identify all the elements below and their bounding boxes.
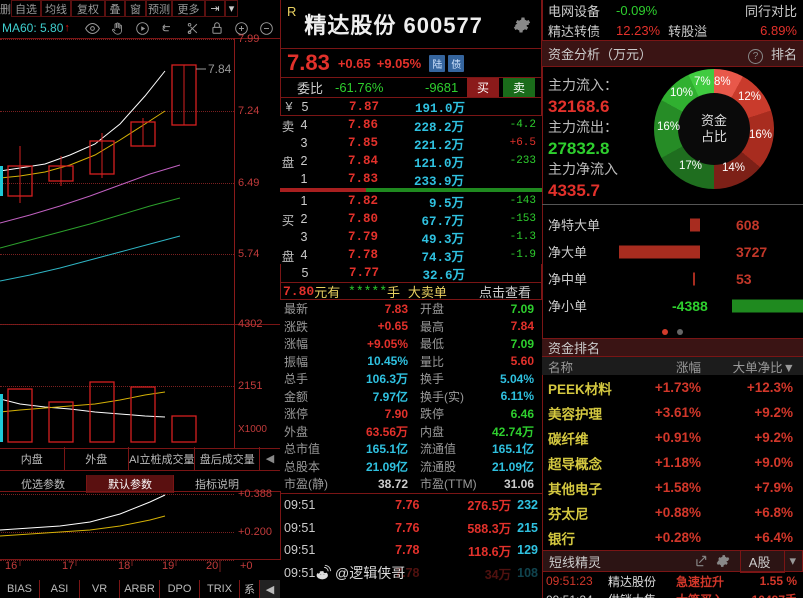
- svg-text:7.84: 7.84: [208, 62, 232, 76]
